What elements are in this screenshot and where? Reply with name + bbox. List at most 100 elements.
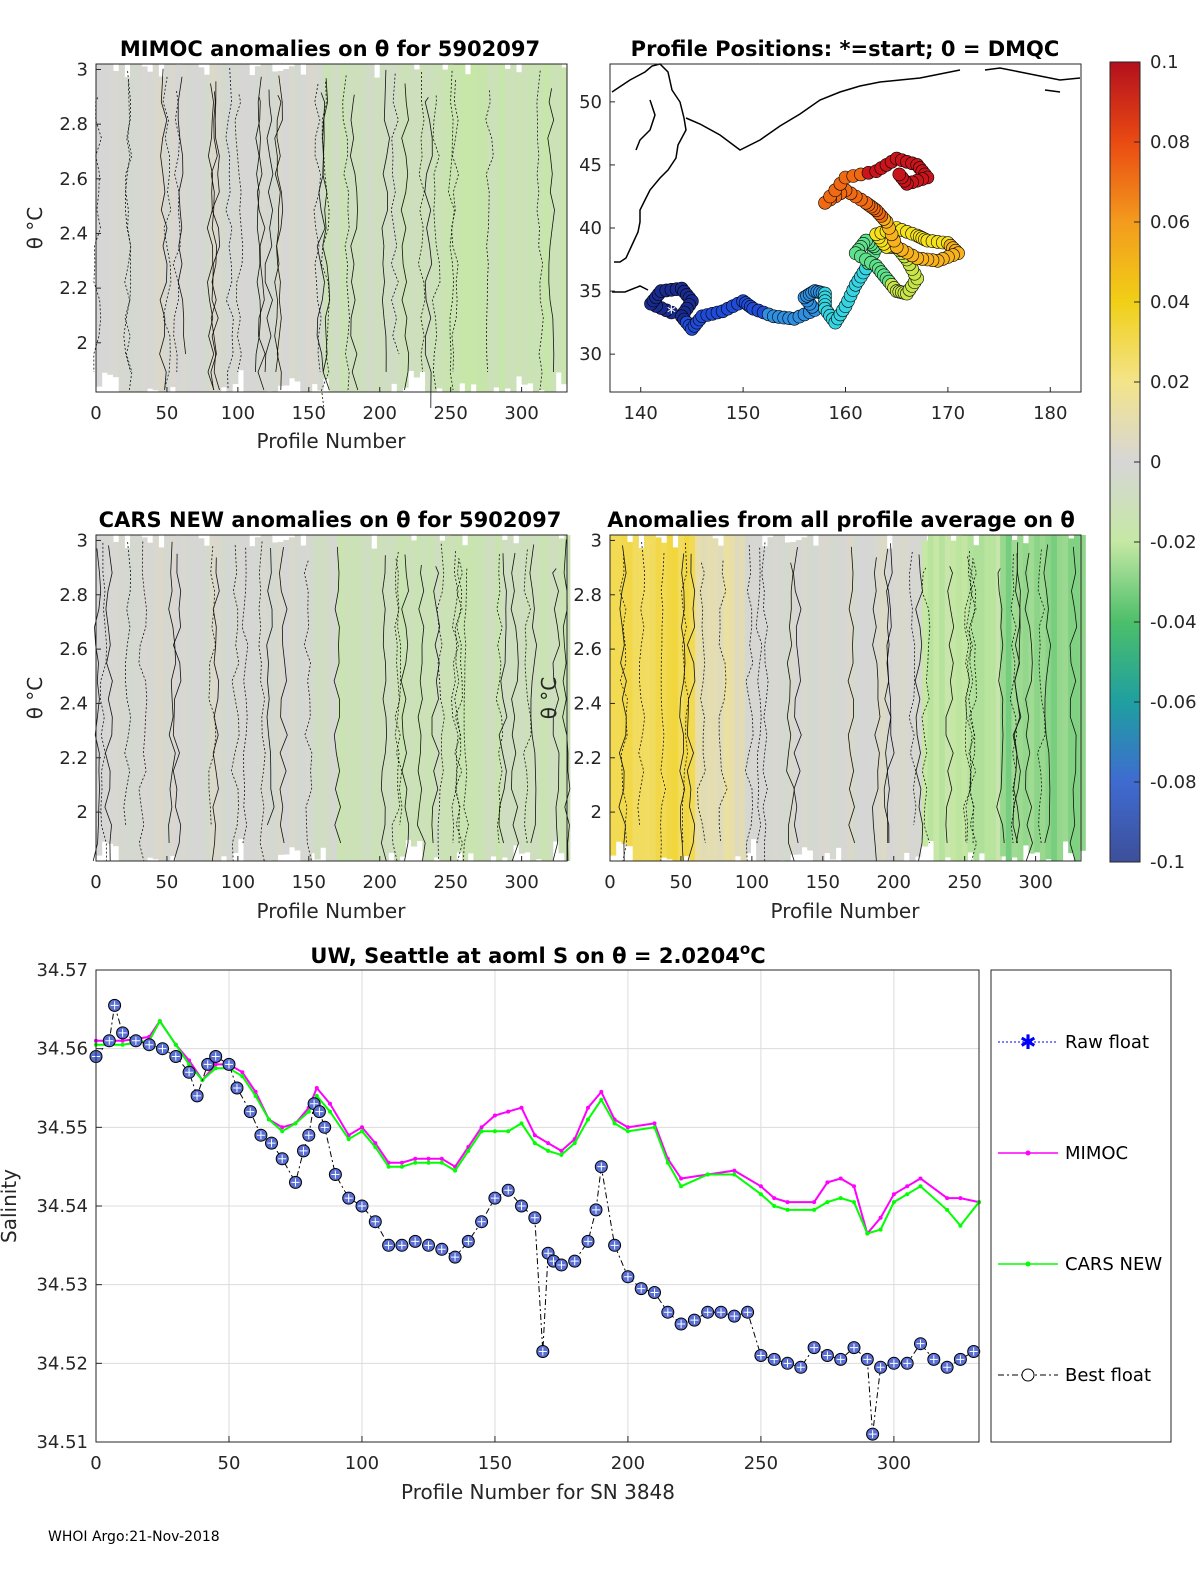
heat-column <box>778 535 785 861</box>
x-tick-label: 300 <box>504 872 538 893</box>
cars-point <box>679 1184 684 1189</box>
heat-column <box>706 535 713 861</box>
y-tick-label: 3 <box>77 530 88 551</box>
contour-line <box>92 548 102 862</box>
heat-column <box>561 67 568 385</box>
heat-column <box>1000 535 1007 857</box>
raw-float-point <box>637 1284 646 1293</box>
raw-float-point <box>538 1347 547 1356</box>
heat-column <box>311 64 318 385</box>
heat-column <box>362 64 369 392</box>
heat-column <box>473 535 480 861</box>
cars-point <box>519 1121 524 1126</box>
salinity-ylabel: Salinity <box>0 1169 21 1243</box>
raw-float-point <box>756 1351 765 1360</box>
heat-column <box>314 535 321 860</box>
x-tick-label: 250 <box>947 872 981 893</box>
contour-line <box>886 543 895 843</box>
heat-column <box>416 535 423 841</box>
heat-column <box>237 64 245 371</box>
heat-column <box>841 535 848 861</box>
heat-column <box>490 535 497 857</box>
cars-point <box>705 1172 710 1177</box>
mimoc-point <box>732 1168 737 1173</box>
contour-line <box>258 541 266 862</box>
heat-column <box>260 535 267 861</box>
mimoc-point <box>399 1160 404 1165</box>
heat-column <box>325 535 332 861</box>
y-tick-label: 2.8 <box>573 585 602 606</box>
heat-column <box>118 535 125 861</box>
cars-point <box>812 1207 817 1212</box>
heat-column <box>712 538 719 861</box>
cars-point <box>852 1200 856 1205</box>
heat-column <box>243 535 250 861</box>
contour-line <box>123 542 132 826</box>
cars-frame <box>95 534 568 862</box>
colorbar-tick-label: -0.08 <box>1150 772 1197 793</box>
heat-column <box>533 64 540 392</box>
heat-column <box>413 69 420 378</box>
heat-column <box>1039 535 1047 861</box>
mimoc-point <box>213 1062 218 1067</box>
raw-float-point <box>357 1202 366 1210</box>
heat-column <box>306 64 313 392</box>
cars-point <box>187 1062 192 1067</box>
contour-line <box>495 554 504 844</box>
raw-float-point <box>110 1001 119 1010</box>
heat-column <box>1056 535 1064 861</box>
cars-point <box>878 1227 883 1232</box>
contour-line <box>313 84 322 373</box>
contour-line <box>123 71 132 373</box>
raw-float-point <box>193 1091 202 1100</box>
heat-column <box>462 545 469 861</box>
x-tick-label: 300 <box>877 1453 911 1474</box>
heat-column <box>430 64 437 392</box>
heat-column <box>323 64 330 379</box>
heat-column <box>141 537 148 861</box>
raw-float-point <box>544 1249 553 1258</box>
cars-point <box>306 1109 311 1114</box>
raw-float-point <box>730 1312 739 1321</box>
heat-column <box>141 66 148 393</box>
heat-column <box>858 535 865 861</box>
heat-column <box>510 64 517 392</box>
raw-float-point <box>557 1261 566 1269</box>
heat-column <box>464 74 472 392</box>
colorbar-tick-label: 0.06 <box>1150 212 1190 233</box>
heat-column <box>300 74 307 392</box>
y-tick-label: 34.55 <box>36 1117 88 1138</box>
salinity-xlabel: Profile Number for SN 3848 <box>401 1480 675 1504</box>
heat-column <box>192 64 199 392</box>
heat-column <box>750 535 757 840</box>
contour-line <box>138 541 148 862</box>
raw-float-point <box>477 1217 486 1226</box>
colorbar-tick-label: -0.1 <box>1150 852 1185 873</box>
raw-float-point <box>717 1308 726 1317</box>
x-tick-label: 0 <box>90 403 101 424</box>
contour-line <box>697 562 706 844</box>
contour-line <box>436 543 445 862</box>
y-tick-label: 35 <box>579 281 602 302</box>
raw-float-point <box>131 1036 140 1045</box>
heat-column <box>371 548 378 861</box>
contour-line <box>99 542 108 862</box>
heat-column <box>470 64 477 385</box>
salinity-plot: 0 50 100 150 200 250 300 34.51 34.52 34.53 34.54 34… <box>36 960 981 1474</box>
mimoc-point <box>852 1184 856 1189</box>
mimoc-point <box>812 1200 817 1205</box>
cars-point <box>506 1129 511 1134</box>
legend-cars: CARS NEW <box>998 1254 1162 1275</box>
heat-column <box>689 535 696 861</box>
raw-float-point <box>411 1237 420 1246</box>
x-tick-label: 140 <box>624 403 658 424</box>
contour-line <box>322 78 331 391</box>
cars-point <box>652 1125 657 1130</box>
contour-line <box>208 546 217 826</box>
heat-column <box>130 64 137 392</box>
y-tick-label: 2.6 <box>59 639 88 660</box>
heat-column <box>644 535 651 861</box>
y-tick-label: 2.4 <box>573 693 602 714</box>
heat-column <box>447 64 454 393</box>
cars-point <box>157 1019 162 1024</box>
